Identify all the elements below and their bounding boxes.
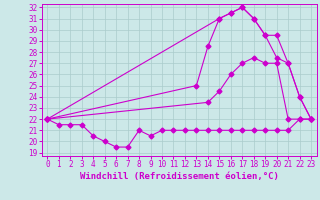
X-axis label: Windchill (Refroidissement éolien,°C): Windchill (Refroidissement éolien,°C) [80,172,279,181]
